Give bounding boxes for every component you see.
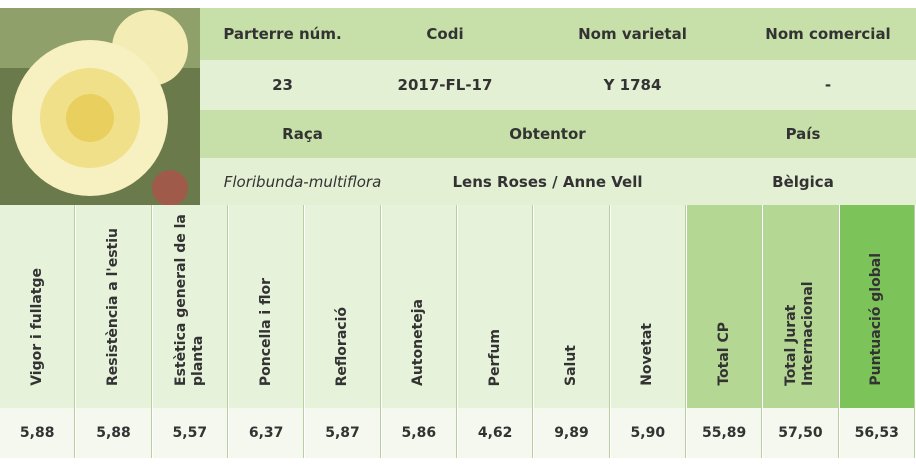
score-header-text: Autoneteja: [410, 298, 427, 386]
score-value: 5,86: [381, 408, 457, 458]
info-header: Nom comercial: [765, 25, 891, 43]
score-column: Novetat 5,90: [610, 205, 687, 458]
info-header: Codi: [426, 25, 464, 43]
score-value: 56,53: [839, 408, 915, 458]
score-header: Vigor i fullatge: [0, 205, 76, 408]
score-header: Novetat: [610, 205, 686, 408]
score-header-text: Total Jurat Internacional: [783, 281, 817, 386]
score-header: Perfum: [457, 205, 534, 408]
score-header: Resistència a l'estiu: [76, 205, 152, 408]
score-column: Poncella i flor 6,37: [228, 205, 306, 458]
score-column: Total CP 55,89: [686, 205, 764, 458]
score-value: 9,89: [534, 408, 610, 458]
info-value: Y 1784: [603, 76, 662, 94]
score-value: 5,88: [76, 408, 152, 458]
info-value: Lens Roses / Anne Vell: [452, 172, 643, 191]
score-header: Estètica general de la planta: [152, 205, 228, 408]
info-value: 23: [272, 76, 293, 94]
score-column: Estètica general de la planta 5,57: [152, 205, 229, 458]
score-header-text: Novetat: [639, 323, 656, 386]
score-value: 5,90: [610, 408, 686, 458]
score-column: Vigor i fullatge 5,88: [0, 205, 77, 458]
info-header-row-1: Parterre núm. Codi Nom varietal Nom come…: [200, 8, 916, 60]
score-value: 6,37: [228, 408, 305, 458]
info-value: 2017-FL-17: [397, 76, 493, 94]
info-value-row-1: 23 2017-FL-17 Y 1784 -: [200, 60, 916, 110]
score-header-text: Resistència a l'estiu: [104, 227, 121, 386]
info-header: Raça: [282, 125, 323, 143]
score-header: Salut: [534, 205, 610, 408]
score-column: Total Jurat Internacional 57,50: [763, 205, 840, 458]
score-header: Poncella i flor: [228, 205, 305, 408]
score-header-text: Refloració: [333, 306, 350, 386]
score-header: Puntuació global: [839, 205, 915, 408]
score-table: Vigor i fullatge 5,88 Resistència a l'esti…: [0, 205, 916, 458]
score-column: Perfum 4,62: [457, 205, 535, 458]
score-column: Autoneteja 5,86: [381, 205, 458, 458]
score-column: Refloració 5,87: [305, 205, 382, 458]
score-value: 4,62: [457, 408, 534, 458]
score-header: Autoneteja: [381, 205, 457, 408]
info-value: -: [824, 76, 832, 94]
info-value: Floribunda-multiflora: [223, 172, 382, 191]
score-value: 55,89: [686, 408, 763, 458]
score-header-text: Total CP: [715, 322, 732, 386]
rose-photo: [0, 8, 200, 205]
score-header: Total Jurat Internacional: [763, 205, 839, 408]
info-header: Nom varietal: [578, 25, 687, 43]
info-header: Obtentor: [509, 125, 586, 143]
score-header-text: Poncella i flor: [257, 277, 274, 386]
score-value: 5,57: [152, 408, 228, 458]
info-header: País: [785, 125, 821, 143]
score-header: Refloració: [305, 205, 381, 408]
score-header-text: Perfum: [486, 328, 503, 386]
info-value-row-2: Floribunda-multiflora Lens Roses / Anne …: [200, 158, 916, 205]
score-value: 5,87: [305, 408, 381, 458]
score-value: 57,50: [763, 408, 839, 458]
score-value: 5,88: [0, 408, 76, 458]
score-column: Puntuació global 56,53: [839, 205, 916, 458]
info-value: Bèlgica: [772, 172, 834, 191]
score-header-text: Puntuació global: [868, 253, 885, 386]
score-header-text: Salut: [562, 345, 579, 386]
score-header-text: Estètica general de la planta: [172, 214, 206, 386]
info-header-row-2: Raça Obtentor País: [200, 110, 916, 158]
info-header: Parterre núm.: [223, 25, 342, 43]
score-header-text: Vigor i fullatge: [28, 268, 45, 386]
score-column: Salut 9,89: [534, 205, 611, 458]
score-header: Total CP: [686, 205, 763, 408]
score-column: Resistència a l'estiu 5,88: [76, 205, 153, 458]
